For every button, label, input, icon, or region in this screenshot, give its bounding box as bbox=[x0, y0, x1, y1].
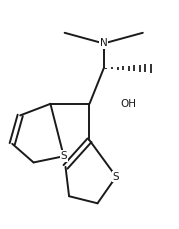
Text: S: S bbox=[113, 172, 119, 182]
Text: S: S bbox=[61, 151, 67, 161]
Text: N: N bbox=[100, 38, 108, 49]
Text: OH: OH bbox=[121, 99, 137, 109]
